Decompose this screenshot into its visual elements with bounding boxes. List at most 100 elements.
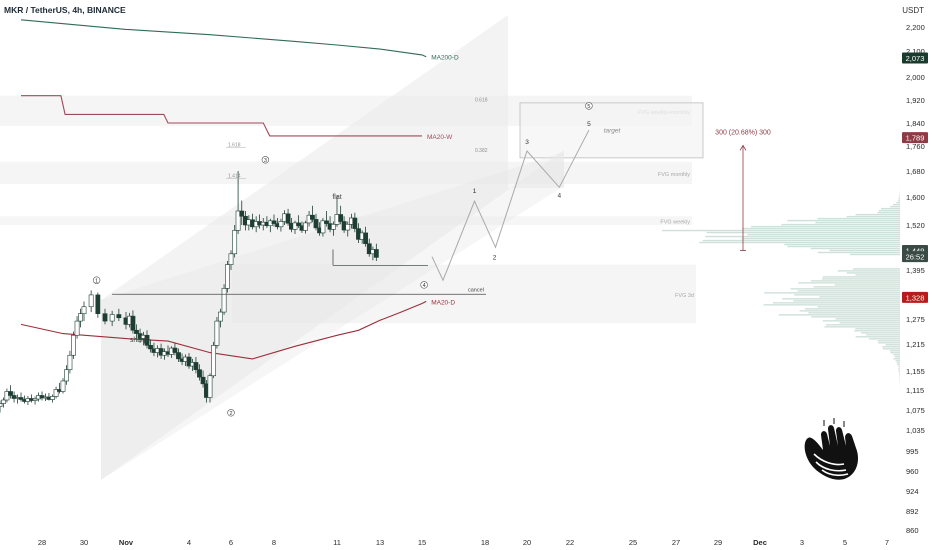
candle-body	[71, 334, 76, 356]
candle-body	[60, 380, 66, 392]
fib-level-label: 1.618	[228, 143, 241, 149]
date-tick-label: 18	[481, 538, 489, 547]
wave-marker-circle	[261, 156, 270, 164]
price-tick-label: 1,275	[906, 315, 925, 324]
price-tick-label: 1,115	[906, 386, 924, 395]
date-tick-label: 5	[843, 538, 847, 547]
projected-wave-path	[431, 129, 590, 282]
volume-profile-bar	[741, 227, 900, 230]
candle-body	[53, 389, 59, 397]
wave-marker-circle	[585, 102, 593, 110]
volume-profile-bar	[889, 350, 900, 352]
price-tick-label: 1,680	[906, 167, 925, 176]
price-badge-label: 1,328	[906, 293, 925, 302]
volume-profile-bar	[813, 286, 900, 288]
volume-profile-bar	[896, 201, 900, 204]
price-tick-label: 995	[906, 447, 919, 456]
volume-profile-bar	[855, 274, 900, 276]
volume-profile-bar	[878, 209, 900, 212]
candle-body	[134, 329, 139, 334]
projected-wave-label: 4	[557, 192, 561, 199]
chart-annotation: sharp	[130, 337, 148, 344]
candle-body	[200, 376, 206, 385]
volume-profile-bar	[764, 292, 900, 294]
volume-profile-bar	[877, 211, 900, 214]
volume-profile-bar	[898, 366, 900, 368]
volume-profile-bar	[706, 231, 900, 234]
date-tick-label: 4	[187, 538, 191, 547]
price-tick-label: 1,920	[906, 96, 925, 105]
date-tick-label: 20	[523, 538, 531, 547]
candle-body	[8, 391, 13, 396]
volume-profile-bar	[882, 348, 900, 350]
date-tick-label: 8	[272, 538, 276, 547]
candle-body	[331, 224, 336, 230]
projected-wave-label: 5	[587, 121, 591, 128]
volume-profile-bar	[899, 193, 900, 196]
candle-body	[88, 294, 94, 308]
candle-body	[78, 313, 83, 322]
volume-profile-bar	[890, 205, 900, 208]
volume-profile-bar	[898, 197, 900, 200]
volume-profile-bar	[781, 223, 900, 226]
candle-body	[148, 345, 153, 350]
volume-profile-bar	[834, 284, 900, 286]
price-badge	[902, 291, 928, 303]
volume-profile-bar	[797, 290, 900, 292]
candle-body	[345, 224, 351, 231]
volume-profile-bar	[811, 316, 900, 318]
volume-profile-bar	[782, 298, 900, 300]
date-tick-label: 30	[80, 538, 88, 547]
fib-level-label: 1.414	[228, 174, 241, 180]
volume-profile-bar	[824, 326, 900, 328]
measure-label: 300 (20.68%) 300	[715, 130, 771, 137]
price-tick-label: 2,100	[906, 47, 925, 56]
price-badge	[902, 52, 928, 64]
price-channel	[101, 15, 564, 480]
volume-profile-bar	[855, 213, 900, 216]
date-tick-label: 22	[566, 538, 574, 547]
price-tick-label: 2,000	[906, 73, 925, 82]
volume-profile-bar	[880, 207, 900, 210]
candle-body	[324, 220, 329, 224]
volume-profile-bar	[810, 247, 900, 250]
volume-profile-bar	[894, 356, 900, 358]
candle-body	[95, 294, 101, 314]
volume-profile-bar	[877, 340, 900, 342]
date-tick-label: 15	[418, 538, 426, 547]
candle-body	[338, 214, 344, 222]
price-tick-label: 924	[906, 487, 919, 496]
candle-body	[218, 311, 223, 322]
candle-body	[225, 264, 230, 289]
volume-profile-bar	[893, 354, 900, 356]
date-tick-label: 28	[38, 538, 46, 547]
candle-body	[11, 395, 17, 399]
candle-body	[366, 243, 372, 255]
volume-profile-bar	[846, 215, 900, 218]
price-tick-label: 1,075	[906, 406, 925, 415]
price-tick-label: 892	[906, 507, 919, 516]
volume-profile-bar	[810, 280, 900, 282]
candle-body	[285, 213, 291, 224]
volume-profile-bar	[793, 300, 900, 302]
volume-profile-bar	[784, 243, 900, 246]
fib-level-label: 0.618	[475, 97, 488, 103]
price-badge	[902, 251, 928, 263]
candle-body	[363, 232, 368, 245]
price-tick-label: 1,155	[906, 367, 925, 376]
volume-profile-bar	[846, 272, 900, 274]
price-badge-label: 1,449	[906, 247, 925, 256]
volume-profile-bar	[741, 237, 900, 240]
volume-profile-bar	[705, 235, 900, 238]
volume-profile-bar	[808, 312, 900, 314]
moving-average-label: MA20-D	[431, 299, 455, 306]
volume-profile-bar	[897, 364, 900, 366]
volume-profile-bar	[899, 372, 900, 374]
candle-body	[18, 397, 24, 400]
volume-profile-bar	[815, 221, 900, 224]
volume-profile-bar	[899, 195, 900, 198]
candle-body	[214, 320, 220, 346]
volume-profile-bar	[866, 334, 900, 336]
wave-marker-label: 1	[95, 278, 98, 284]
